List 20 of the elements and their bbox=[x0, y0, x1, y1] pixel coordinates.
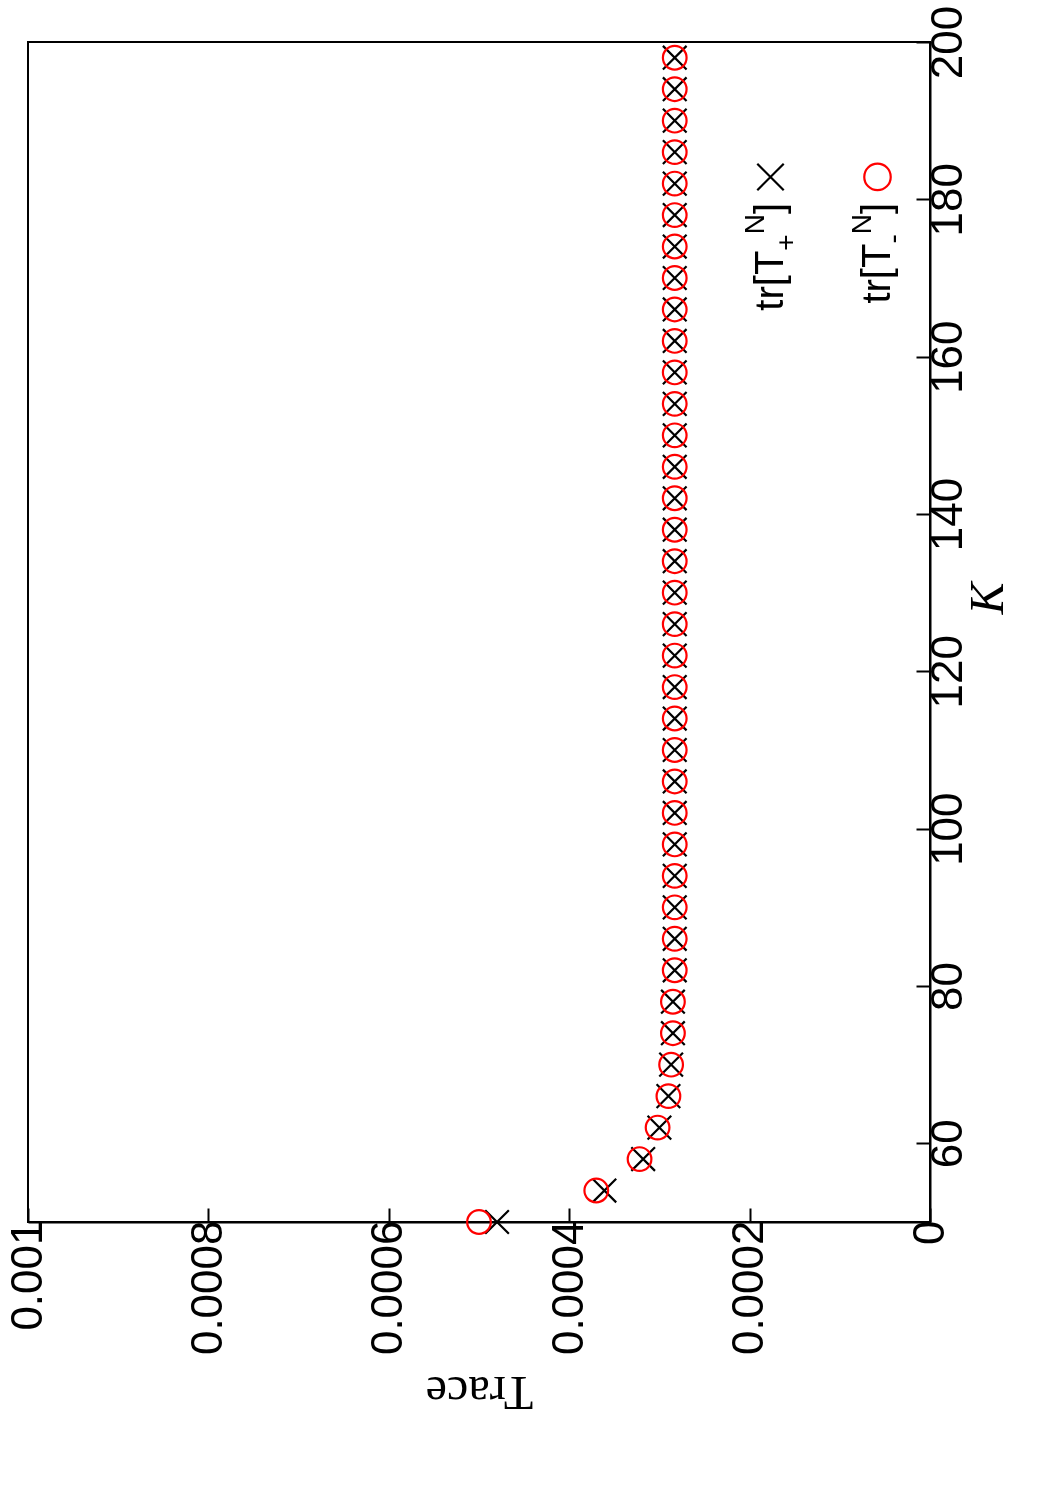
x-tick-label: 0.0008 bbox=[181, 1220, 231, 1356]
x-tick-label: 0.001 bbox=[1, 1220, 51, 1331]
x-axis-title: Trace bbox=[425, 1367, 534, 1421]
point bbox=[466, 1209, 492, 1235]
x-tick-label: 0.0002 bbox=[723, 1220, 773, 1356]
x-tick-label: 0.0004 bbox=[542, 1220, 592, 1356]
x-tick-label: 0.0006 bbox=[362, 1220, 412, 1356]
y-tick-label: 140 bbox=[921, 477, 971, 552]
y-tick-label: 160 bbox=[921, 320, 971, 394]
y-tick-label: 180 bbox=[921, 163, 971, 237]
y-tick-label: 80 bbox=[921, 962, 971, 1011]
y-tick-label: 60 bbox=[921, 1119, 971, 1169]
y-tick-label: 120 bbox=[921, 635, 971, 709]
x-tick-label: 0 bbox=[903, 1220, 953, 1245]
y-axis-title: K bbox=[959, 579, 1013, 616]
y-tick-label: 200 bbox=[921, 5, 971, 80]
point bbox=[484, 1209, 510, 1235]
point bbox=[583, 1177, 610, 1204]
point bbox=[591, 1177, 618, 1204]
y-tick-label: 100 bbox=[921, 792, 971, 866]
